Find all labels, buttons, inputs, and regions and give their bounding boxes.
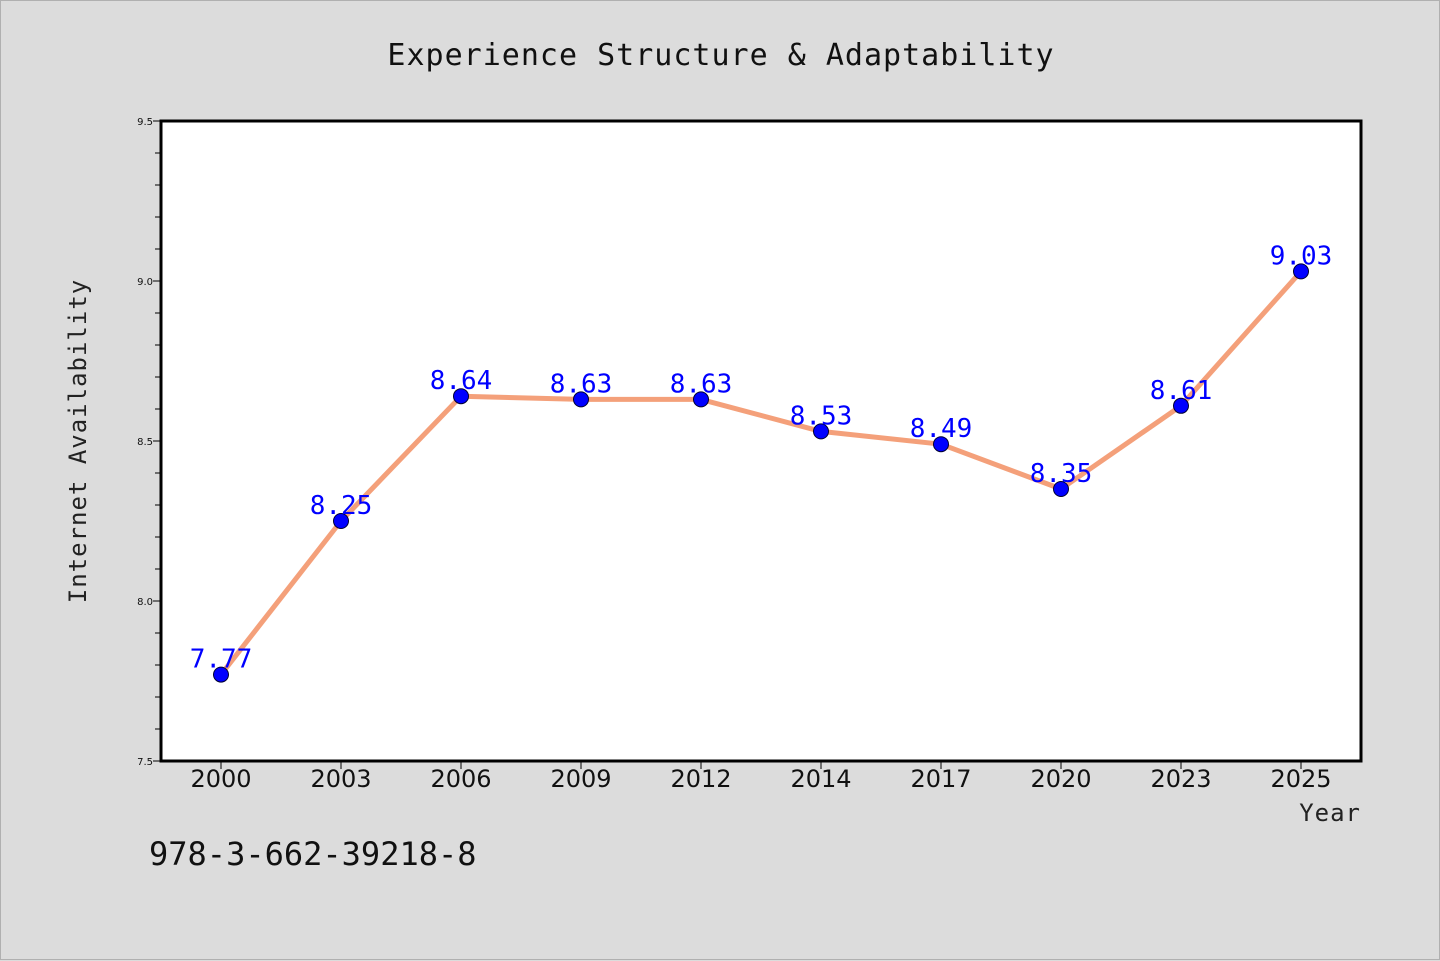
x-axis-label: Year: [1299, 799, 1361, 827]
y-tick-label: 8.5: [137, 437, 153, 448]
data-label: 8.35: [1030, 459, 1093, 489]
x-tick-label: 2020: [1030, 765, 1091, 793]
y-tick-label: 9.0: [137, 277, 153, 288]
data-point: [1293, 263, 1309, 280]
x-tick-label: 2025: [1270, 765, 1331, 793]
data-point: [573, 391, 589, 408]
x-tick-label: 2012: [670, 765, 731, 793]
data-label: 8.25: [310, 491, 373, 521]
x-tick-label: 2017: [910, 765, 971, 793]
data-point: [813, 423, 829, 440]
x-tick-label: 2023: [1150, 765, 1211, 793]
data-label: 8.49: [910, 414, 973, 444]
data-point: [693, 391, 709, 408]
data-point: [333, 513, 349, 529]
data-label: 7.77: [190, 645, 253, 675]
plot-area: [161, 121, 1361, 761]
series-line: [218, 268, 1304, 678]
y-axis-tick-labels: 7.5 8.0 8.5 9.0 9.5: [137, 117, 153, 768]
plot-border: [159, 119, 1363, 763]
x-tick-label: 2003: [310, 765, 371, 793]
chart-title: Experience Structure & Adaptability: [387, 38, 1054, 73]
data-labels: 7.77 8.25 8.64 8.63 8.63 8.53 8.49 8.35 8.61 9.03: [190, 241, 1333, 674]
data-point: [453, 388, 469, 405]
data-label: 8.63: [670, 369, 733, 399]
data-point: [1053, 481, 1069, 497]
y-axis-label: Internet Availability: [64, 279, 92, 603]
x-tick-label: 2000: [190, 765, 251, 793]
data-markers: [213, 263, 1309, 683]
x-axis-tick-labels: 2000 2003 2006 2009 2012 2014 2017 2020 2023 2025: [190, 765, 1331, 793]
y-tick-label: 9.5: [137, 117, 153, 128]
data-label: 8.64: [430, 366, 493, 396]
x-tick-label: 2009: [550, 765, 611, 793]
data-label: 8.63: [550, 369, 613, 399]
y-tick-label: 8.0: [137, 597, 153, 608]
data-label: 8.53: [790, 401, 853, 431]
data-point: [213, 666, 229, 683]
x-tick-label: 2014: [790, 765, 851, 793]
y-tick-label: 7.5: [137, 757, 153, 768]
x-tick-label: 2006: [430, 765, 491, 793]
data-label: 8.61: [1150, 376, 1213, 406]
data-point: [1173, 397, 1189, 414]
isbn-label: 978-3-662-39218-8: [149, 835, 477, 873]
data-point: [933, 436, 949, 453]
data-label: 9.03: [1270, 241, 1333, 271]
